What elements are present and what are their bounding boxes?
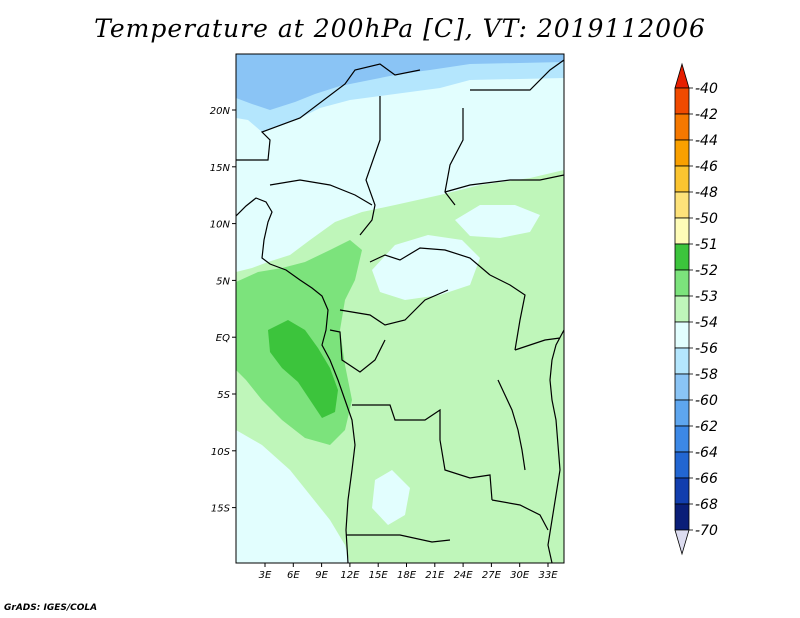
legend-swatch [674,295,690,323]
lat-tick-label: 5N [216,276,230,287]
legend-label: -46 [695,159,718,175]
legend-label: -50 [695,211,718,227]
lon-tick-label: 21E [425,570,445,581]
coastline-west [236,197,356,563]
legend-swatch [674,139,690,167]
legend-swatch [674,425,690,453]
field-band-54-south [372,470,410,525]
legend-swatch [674,477,690,505]
legend-label: -56 [695,341,718,357]
border-central-4 [489,274,526,351]
lon-tick-label: 33E [538,570,558,581]
lon-tick-label: 15E [369,570,389,581]
field-band-60 [236,54,564,110]
lon-tick-label: 30E [510,570,530,581]
legend-swatch [674,503,690,531]
border-central-2 [444,174,564,193]
legend-label: -58 [695,367,718,383]
lon-tick-label: 27E [482,570,502,581]
lat-tick-label: 15N [210,163,231,174]
border-north-1 [236,63,421,161]
lon-tick-label: 9E [315,570,328,581]
border-south-2 [346,534,451,543]
lon-tick-label: 3E [259,570,272,581]
border-central-1 [269,179,373,206]
credit-label: GrADS: IGES/COLA [4,603,98,613]
border-south-1 [352,404,493,501]
lat-tick-label: 5S [217,390,230,401]
lat-tick-label: 10N [210,220,231,231]
legend-swatch [674,347,690,375]
border-central-6 [329,329,386,373]
legend-swatch [674,87,690,115]
coastlines-borders [236,59,564,563]
lon-tick-label: 18E [397,570,417,581]
legend-label: -62 [695,419,718,435]
lat-tick-label: 20N [210,106,231,117]
map-frame [235,53,565,564]
field-band-54-east [455,205,540,238]
legend-label: -52 [695,263,718,279]
coastline-east [547,329,564,563]
legend-label: -44 [695,133,718,149]
legend-bottom-triangle [674,529,690,556]
legend-label: -40 [695,81,718,97]
border-east-lakes [497,379,526,471]
lat-tick-label: EQ [216,333,230,344]
legend-label: -70 [695,523,718,539]
legend-label: -42 [695,107,718,123]
legend-label: -53 [695,289,718,305]
legend-swatch [674,399,690,427]
field-band-52 [268,320,338,418]
legend-swatch [674,321,690,349]
border-east-2 [514,337,561,351]
border-south-3 [491,499,549,531]
legend-swatch [674,113,690,141]
legend-swatch [674,191,690,219]
legend-label: -51 [695,237,718,253]
legend-swatch [674,451,690,479]
chart-title: Temperature at 200hPa [C], VT: 201911200… [94,14,706,43]
color-legend: -40 -42 -44 -46 -48 -50 -51 -52 -53 -54 -56 -58 -60 -… [674,62,718,556]
field-band-54-southwest [236,430,350,563]
border-north-2 [359,96,381,236]
temperature-field [236,54,564,563]
border-central-3 [369,247,491,276]
legend-swatch [674,165,690,193]
legend-swatch [674,243,690,271]
border-central-5 [339,289,449,326]
lon-tick-label: 12E [340,570,360,581]
border-north-4 [470,59,564,91]
legend-swatch [674,373,690,401]
legend-top-triangle [674,62,690,89]
legend-label: -64 [695,445,718,461]
legend-swatch [674,217,690,245]
lon-tick-label: 6E [287,570,300,581]
border-north-3 [444,108,464,206]
latitude-axis: 20N 15N 10N 5N EQ 5S 10S 15S [210,106,236,515]
legend-swatch [674,269,690,297]
field-band-54-central [372,235,480,300]
legend-label: -54 [695,315,718,331]
lon-tick-label: 24E [454,570,474,581]
legend-label: -48 [695,185,718,201]
legend-label: -60 [695,393,718,409]
legend-label: -68 [695,497,718,513]
legend-label: -66 [695,471,718,487]
lat-tick-label: 10S [211,447,231,458]
lat-tick-label: 15S [211,504,231,515]
longitude-axis: 3E 6E 9E 12E 15E 18E 21E 24E 27E 30E 33E [259,563,558,581]
